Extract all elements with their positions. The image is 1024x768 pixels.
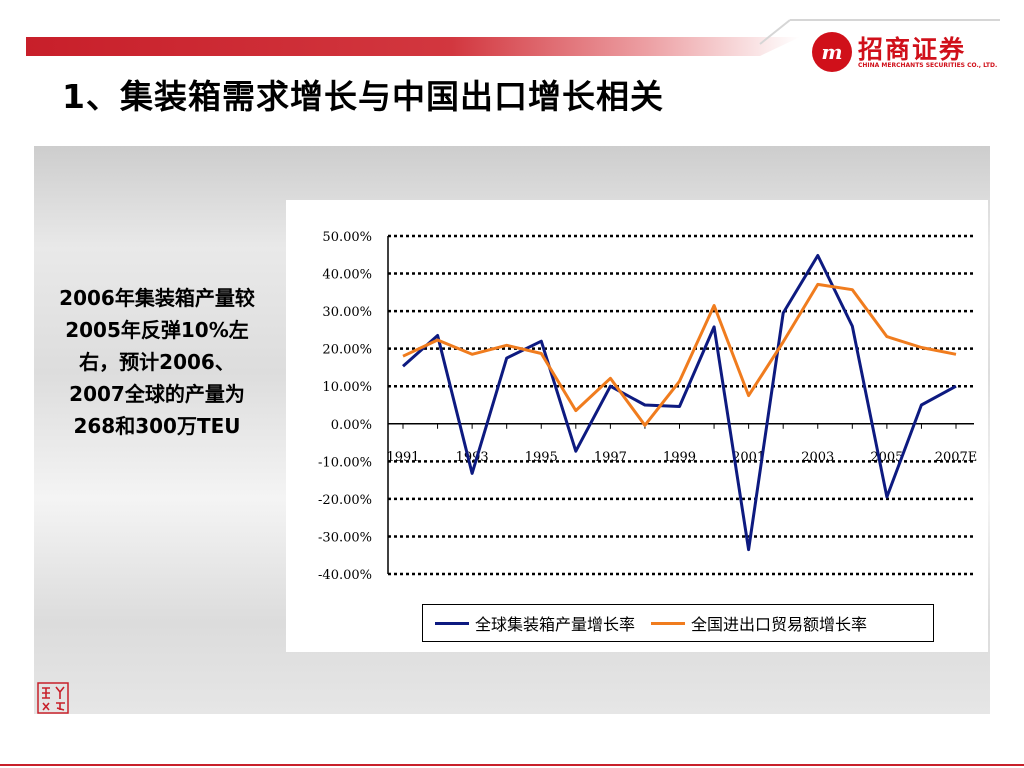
- legend-swatch-trade-growth: [651, 621, 686, 625]
- series-line-trade-growth: [402, 282, 957, 427]
- series-line-container-growth: [402, 254, 957, 552]
- chart-area: 50.00% 40.00% 30.00% 20.00% 10.00% 0.00% -10.0…: [286, 200, 988, 652]
- x-tick-label: 1997: [594, 450, 627, 465]
- legend-item-trade-growth: 全国进出口贸易额增长率: [651, 611, 867, 635]
- y-tick-label: 30.00%: [322, 305, 372, 320]
- slide-title: 1、集装箱需求增长与中国出口增长相关: [62, 77, 664, 116]
- y-tick-label: 20.00%: [322, 343, 372, 358]
- y-tick-label: 10.00%: [322, 380, 372, 395]
- x-tick-label: 2001: [732, 450, 765, 465]
- y-tick-label: -20.00%: [318, 493, 372, 508]
- line-chart: 50.00% 40.00% 30.00% 20.00% 10.00% 0.00% -10.0…: [318, 230, 978, 583]
- y-tick-label: 40.00%: [322, 268, 372, 283]
- x-tick-label: 1991: [386, 450, 419, 465]
- legend-label-container-growth: 全球集装箱产量增长率: [475, 615, 636, 634]
- header-band: [26, 19, 1000, 56]
- legend-swatch-container-growth: [435, 621, 469, 625]
- legend-item-container-growth: 全球集装箱产量增长率: [435, 611, 635, 635]
- brand-mark-icon: m: [812, 32, 852, 72]
- footer-line: [0, 764, 1024, 766]
- brand-subtitle: CHINA MERCHANTS SECURITIES CO., LTD.: [858, 62, 998, 69]
- seal-stamp-icon: [37, 682, 69, 714]
- x-tick-label: 2003: [801, 450, 834, 465]
- brand-name: 招商证券: [858, 35, 967, 64]
- x-tick-label: 1995: [525, 450, 558, 465]
- legend-label-trade-growth: 全国进出口贸易额增长率: [691, 615, 868, 634]
- y-tick-label: 50.00%: [322, 230, 372, 245]
- y-tick-label: -30.00%: [318, 530, 372, 545]
- x-tick-label: 1999: [663, 450, 696, 465]
- side-note: 2006年集装箱产量较2005年反弹10%左右，预计2006、2007全球的产量…: [59, 286, 255, 438]
- brand-logo: m 招商证券 CHINA MERCHANTS SECURITIES CO., L…: [812, 28, 1012, 76]
- x-tick-label: 1993: [456, 450, 489, 465]
- x-tick-label: 2007E: [935, 450, 978, 465]
- chart-legend: 全球集装箱产量增长率 全国进出口贸易额增长率: [422, 604, 934, 642]
- y-tick-label: -40.00%: [318, 568, 372, 583]
- y-tick-label: -10.00%: [318, 455, 372, 470]
- y-tick-label: 0.00%: [331, 418, 372, 433]
